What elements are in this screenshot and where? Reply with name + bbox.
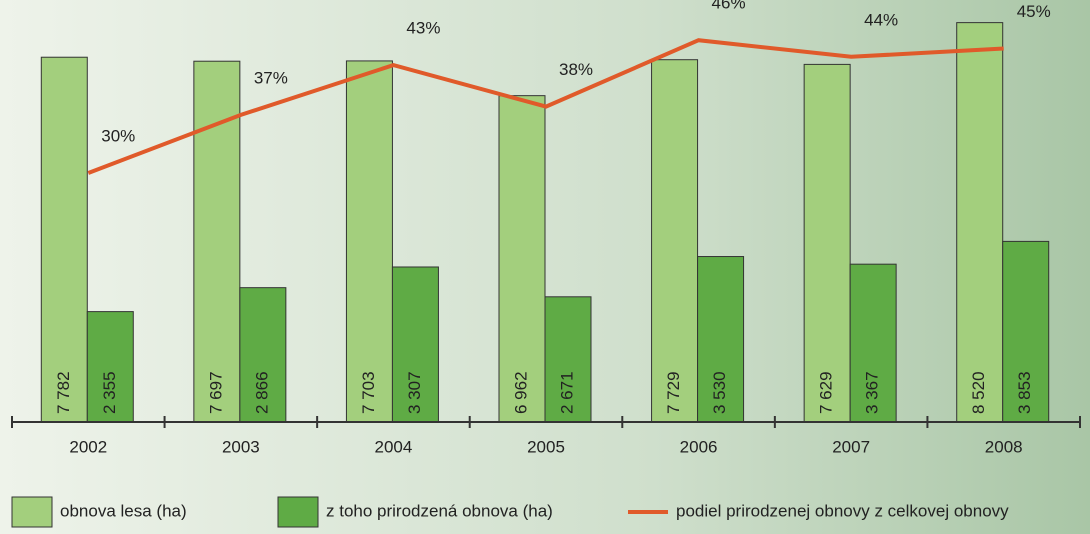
bar-value-label: 2 355 (100, 371, 119, 414)
bar-value-label: 2 671 (557, 371, 576, 414)
line-value-label: 45% (1017, 2, 1051, 21)
legend-swatch (277, 496, 319, 528)
bar-value-label: 7 629 (817, 371, 836, 414)
line-value-label: 38% (559, 60, 593, 79)
line-value-label: 37% (254, 68, 288, 87)
bar (1002, 240, 1050, 423)
line-value-label: 43% (406, 19, 440, 38)
x-tick-label: 2006 (680, 437, 718, 456)
bar (345, 60, 393, 423)
bar-value-label: 7 782 (54, 371, 73, 414)
bar-value-label: 7 703 (359, 371, 378, 414)
line-value-label: 46% (712, 0, 746, 13)
bar-value-label: 3 853 (1015, 371, 1034, 414)
legend-label: z toho prirodzená obnova (ha) (326, 501, 553, 520)
bar-value-label: 3 307 (405, 371, 424, 414)
bar (40, 56, 88, 423)
bar (498, 95, 546, 423)
bar-value-label: 7 729 (664, 371, 683, 414)
x-tick-label: 2002 (69, 437, 107, 456)
legend-label: podiel prirodzenej obnovy z celkovej obn… (676, 501, 1009, 520)
bar (956, 22, 1004, 423)
bar-value-label: 6 962 (511, 371, 530, 414)
legend-label: obnova lesa (ha) (60, 501, 187, 520)
x-tick-label: 2008 (985, 437, 1023, 456)
bar-value-label: 3 530 (710, 371, 729, 414)
bar-value-label: 2 866 (252, 371, 271, 414)
bar-value-label: 3 367 (863, 371, 882, 414)
x-tick-label: 2007 (832, 437, 870, 456)
bar-value-label: 8 520 (969, 371, 988, 414)
line (87, 38, 1004, 175)
legend-swatch (11, 496, 53, 528)
x-tick-label: 2003 (222, 437, 260, 456)
x-tick-label: 2005 (527, 437, 565, 456)
bar (803, 63, 851, 423)
bar-value-label: 7 697 (206, 371, 225, 414)
x-tick-label: 2004 (375, 437, 413, 456)
bar (239, 287, 287, 423)
bar (86, 311, 134, 423)
bar (849, 263, 897, 423)
bar (651, 59, 699, 423)
line-value-label: 44% (864, 10, 898, 29)
bar (193, 60, 241, 423)
line-value-label: 30% (101, 126, 135, 145)
